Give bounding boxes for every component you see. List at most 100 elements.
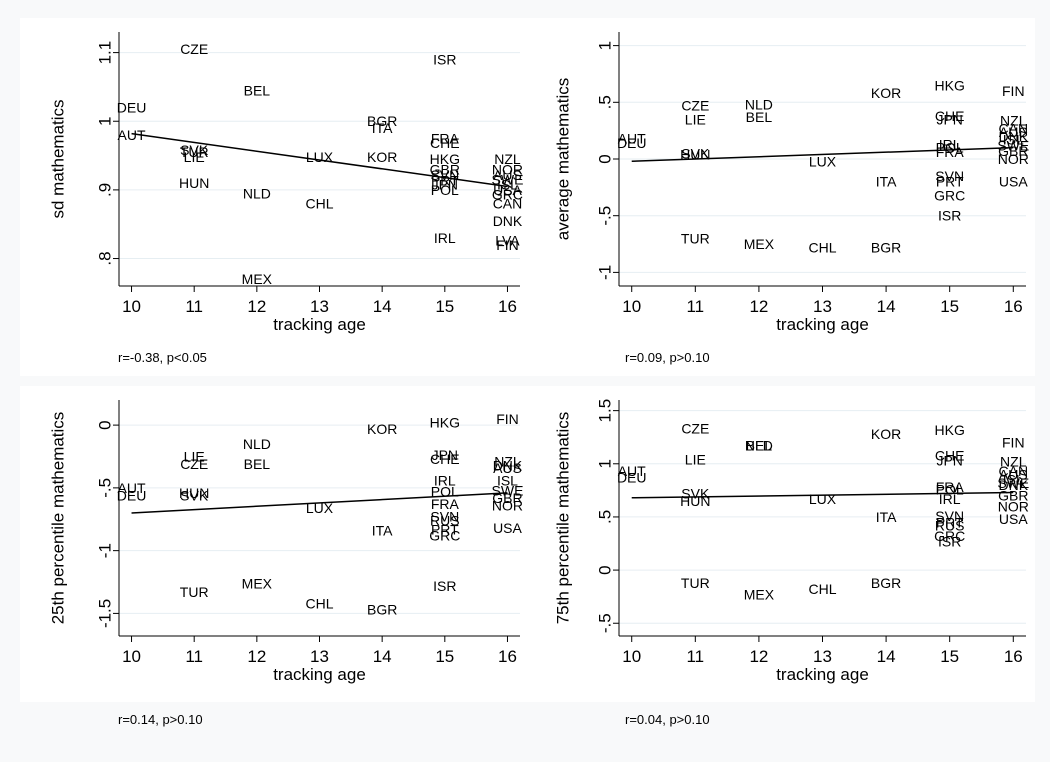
point-label-fin: FIN (1002, 83, 1025, 99)
y-tick-label: 0 (596, 154, 615, 163)
point-label-nzl: NZL (494, 454, 521, 470)
point-label-chl: CHL (305, 196, 333, 212)
point-label-mex: MEX (242, 271, 273, 287)
point-label-bel: BEL (746, 438, 773, 454)
point-label-nor: NOR (998, 498, 1029, 514)
point-label-nzl: NZL (494, 151, 521, 167)
x-axis-title: tracking age (776, 665, 869, 684)
y-tick-label: .5 (596, 510, 615, 524)
point-label-hkg: HKG (935, 422, 965, 438)
point-label-jpn: JPN (432, 447, 458, 463)
y-tick-label: .5 (596, 95, 615, 109)
stat-25th-percentile-mathematics: r=0.14, p>0.10 (118, 712, 203, 727)
point-label-nld: NLD (745, 438, 773, 454)
point-label-grc: GRC (934, 528, 965, 544)
point-label-aut: AUT (118, 480, 146, 496)
point-label-hun: HUN (179, 485, 209, 501)
point-label-svk: SVK (180, 142, 209, 158)
point-label-mex: MEX (242, 575, 273, 591)
point-label-aut: AUT (118, 127, 146, 143)
x-tick-label: 10 (122, 297, 141, 316)
point-label-ita: ITA (876, 509, 897, 525)
point-label-jpn: JPN (936, 111, 962, 127)
x-tick-label: 15 (435, 297, 454, 316)
y-axis-title: sd mathematics (49, 99, 68, 218)
x-tick-label: 13 (310, 647, 329, 666)
point-label-irl: IRL (434, 230, 456, 246)
point-label-can: CAN (999, 463, 1029, 479)
point-label-bel: BEL (244, 456, 271, 472)
point-label-tur: TUR (180, 144, 209, 160)
x-tick-label: 10 (622, 647, 641, 666)
point-label-che: CHE (935, 447, 965, 463)
stat-75th-percentile-mathematics: r=0.04, p>0.10 (625, 712, 710, 727)
x-tick-label: 13 (813, 297, 832, 316)
y-tick-label: -1 (596, 265, 615, 280)
y-tick-label: 0 (96, 420, 115, 429)
y-tick-label: .9 (96, 183, 115, 197)
point-label-gbr: GBR (998, 488, 1028, 504)
y-tick-label: 0 (596, 565, 615, 574)
point-label-chl: CHL (808, 581, 836, 597)
point-label-prt: PRT (431, 521, 459, 537)
fit-line (631, 146, 1014, 163)
point-label-fin: FIN (496, 411, 519, 427)
point-label-usa: USA (999, 174, 1028, 190)
y-axis-title: 25th percentile mathematics (49, 412, 68, 625)
point-label-isl: ISL (1003, 472, 1024, 488)
point-label-dnk: DNK (493, 457, 523, 473)
point-label-kor: KOR (367, 149, 397, 165)
point-label-lie: LIE (685, 452, 706, 468)
x-tick-label: 13 (813, 647, 832, 666)
point-label-swe: SWE (997, 137, 1029, 153)
point-label-grc: GRC (934, 187, 965, 203)
x-tick-label: 11 (185, 647, 203, 666)
point-label-gbr: GBR (998, 143, 1028, 159)
point-label-prt: PRT (936, 174, 964, 190)
point-label-usa: USA (999, 511, 1028, 527)
x-tick-label: 15 (435, 647, 454, 666)
point-label-svn: SVN (935, 168, 964, 184)
point-label-nld: NLD (243, 185, 271, 201)
point-label-lie: LIE (184, 448, 205, 464)
y-tick-label: .8 (96, 251, 115, 265)
point-label-nld: NLD (745, 97, 773, 113)
point-label-deu: DEU (117, 487, 147, 503)
point-label-bel: BEL (746, 109, 773, 125)
x-tick-label: 12 (749, 297, 768, 316)
point-label-isl: ISL (497, 176, 518, 192)
x-tick-label: 11 (185, 297, 203, 316)
point-label-hkg: HKG (430, 415, 460, 431)
point-label-svk: SVK (180, 487, 209, 503)
point-label-irl: IRL (434, 472, 456, 488)
point-label-kor: KOR (367, 421, 397, 437)
point-label-hkg: HKG (935, 77, 965, 93)
point-label-isr: ISR (433, 51, 456, 67)
y-tick-label: -1 (96, 543, 115, 558)
point-label-tur: TUR (681, 575, 710, 591)
x-tick-label: 16 (498, 297, 517, 316)
point-label-cze: CZE (681, 98, 709, 114)
fit-line (631, 491, 1014, 499)
point-label-svk: SVK (681, 145, 710, 161)
point-label-bgr: BGR (367, 113, 397, 129)
point-label-swe: SWE (492, 172, 524, 188)
point-label-isl: ISL (497, 472, 518, 488)
x-axis-title: tracking age (776, 315, 869, 334)
point-label-grc: GRC (492, 187, 523, 203)
x-tick-label: 16 (1004, 297, 1023, 316)
point-label-grc: GRC (429, 528, 460, 544)
point-label-deu: DEU (617, 135, 647, 151)
x-tick-label: 14 (877, 647, 896, 666)
point-label-kor: KOR (871, 426, 901, 442)
point-label-dnk: DNK (999, 477, 1029, 493)
point-label-nor: NOR (492, 497, 523, 513)
point-label-fra: FRA (431, 496, 460, 512)
point-label-gbr: GBR (430, 161, 460, 177)
fit-line (131, 492, 508, 514)
point-label-kor: KOR (871, 85, 901, 101)
y-tick-label: -.5 (596, 613, 615, 633)
x-tick-label: 14 (877, 297, 896, 316)
point-label-cze: CZE (180, 41, 208, 57)
